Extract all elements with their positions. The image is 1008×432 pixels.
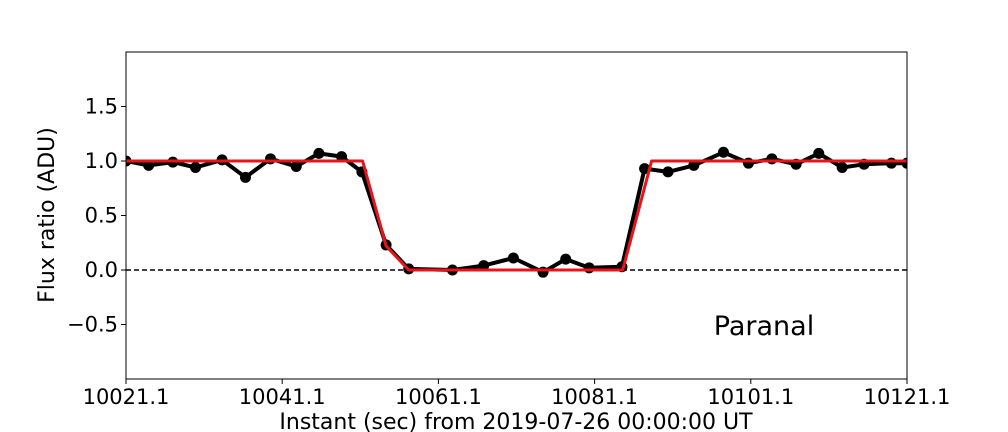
data-point (143, 159, 155, 171)
x-axis-ticks: 10021.1 10041.1 10061.1 10081.1 10101.1 10121… (83, 379, 951, 409)
x-axis-label: Instant (sec) from 2019-07-26 00:00:00 U… (279, 410, 753, 432)
y-tick-label: 1.5 (85, 95, 118, 119)
data-point (313, 147, 325, 159)
y-tick-label: 1.0 (85, 149, 118, 173)
data-point (478, 260, 490, 272)
y-tick-label: 0.5 (85, 204, 118, 228)
x-tick-label: 10121.1 (864, 385, 951, 409)
y-tick-label: 0.0 (85, 258, 118, 282)
data-point (583, 262, 595, 274)
y-tick-label: −0.5 (67, 313, 118, 337)
data-point (290, 160, 302, 172)
data-point (560, 253, 572, 265)
data-point (507, 252, 519, 264)
x-tick-label: 10081.1 (551, 385, 638, 409)
data-point (264, 153, 276, 165)
y-axis-label: Flux ratio (ADU) (35, 127, 60, 303)
data-point (742, 157, 754, 169)
data-point (813, 147, 825, 159)
x-tick-label: 10041.1 (239, 385, 326, 409)
data-point (766, 153, 778, 165)
data-point (717, 146, 729, 158)
data-point (688, 159, 700, 171)
x-tick-label: 10101.1 (707, 385, 794, 409)
data-point (190, 162, 202, 174)
x-tick-label: 10061.1 (395, 385, 482, 409)
x-tick-label: 10021.1 (83, 385, 170, 409)
model-fit-line (126, 159, 907, 272)
data-point (537, 266, 549, 278)
data-point (836, 162, 848, 174)
data-point (885, 157, 897, 169)
annotation-label: Paranal (714, 311, 814, 342)
data-point (662, 166, 674, 178)
data-point (336, 151, 348, 163)
y-axis-ticks: −0.5 0.0 0.5 1.0 1.5 (67, 95, 126, 337)
data-layer (126, 146, 907, 278)
data-point (239, 171, 251, 183)
